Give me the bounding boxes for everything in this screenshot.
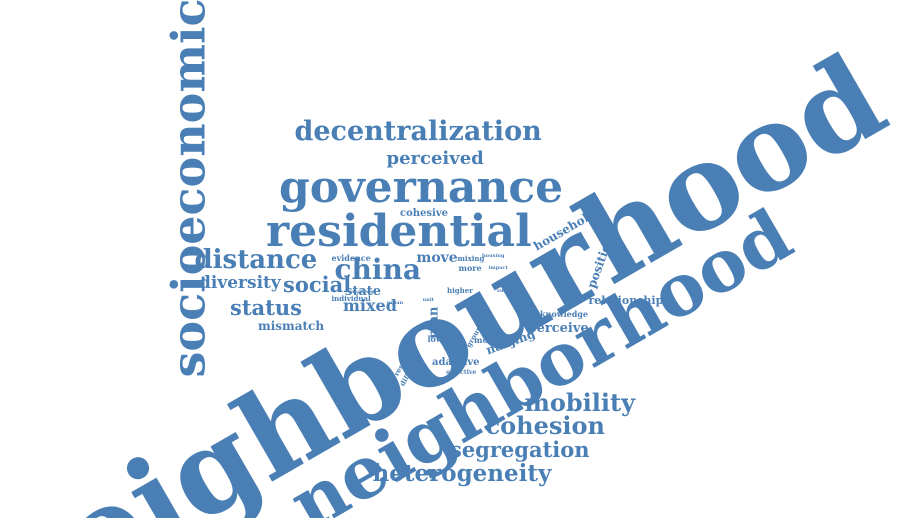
word-mixing: mixing: [457, 253, 485, 263]
word-socioeconomic: socioeconomic: [160, 0, 215, 378]
word-perceive: perceive: [527, 320, 589, 336]
word-relationship: relationship: [588, 293, 664, 307]
word-distance: distance: [194, 245, 318, 275]
word-segregation: segregation: [450, 436, 590, 462]
word-residential: residential: [266, 206, 532, 257]
word-cohesive: cohesive: [400, 208, 448, 219]
word-diversity: diversity: [199, 272, 281, 293]
word-higher: higher: [447, 285, 473, 295]
word-adaptive: adaptive: [432, 357, 480, 368]
word-evidence: evidence: [331, 253, 371, 263]
word-impact: impact: [488, 264, 508, 271]
word-survey: survey: [497, 287, 516, 294]
word-perceived: perceived: [386, 148, 484, 169]
word-decentralization: decentralization: [294, 115, 542, 147]
word-unit: unit: [422, 296, 434, 303]
word-heterogeneity: heterogeneity: [372, 459, 552, 487]
word-urban: urban: [386, 299, 404, 306]
word-mode: mode: [474, 335, 499, 345]
word-mixed: mixed: [343, 296, 397, 315]
word-status: status: [230, 294, 302, 320]
word-knowledge: knowledge: [540, 309, 588, 319]
word-cohesion: cohesion: [485, 411, 605, 440]
word-governance: governance: [279, 162, 564, 213]
word-income: income: [496, 281, 517, 288]
word-housing: housing: [482, 252, 505, 259]
word-analysis: analysis: [351, 288, 374, 295]
word-social: social: [283, 271, 352, 297]
word-objective: objective: [446, 369, 477, 376]
word-more: more: [458, 263, 482, 273]
word-mobility: mobility: [524, 388, 636, 417]
word-lower: lower: [427, 334, 453, 344]
word-china: china: [334, 253, 422, 286]
word-individual: individual: [331, 293, 371, 303]
word-mismatch: mismatch: [258, 319, 325, 333]
word-state: state: [345, 283, 382, 299]
word-move: move: [416, 250, 458, 266]
